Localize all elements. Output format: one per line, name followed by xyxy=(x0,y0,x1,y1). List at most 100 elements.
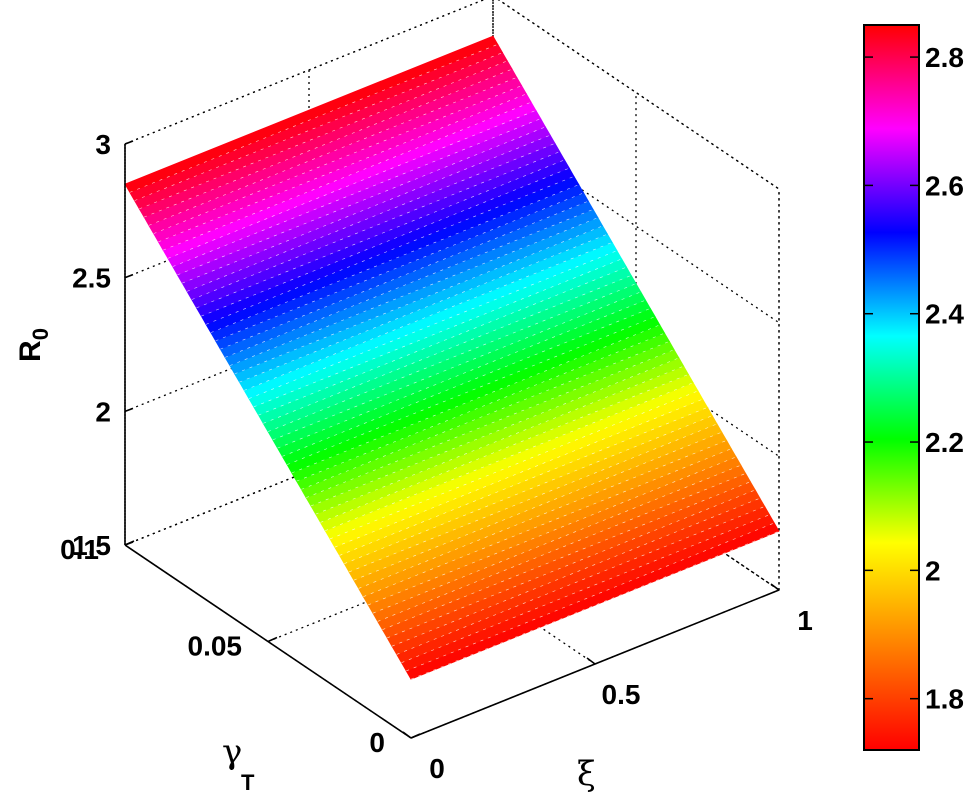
surface-mesh-line xyxy=(153,85,522,234)
surface-mesh-line xyxy=(134,52,503,201)
surface-mesh-line xyxy=(382,481,751,630)
surface-mesh-line xyxy=(172,118,541,267)
y-tick-label: 0.05 xyxy=(188,631,243,662)
colorbar: 1.8 2 2.2 2.4 2.6 2.8 xyxy=(863,24,964,751)
surface-mesh-line xyxy=(348,423,718,573)
colorbar-tick-label: 2.4 xyxy=(925,299,964,330)
colorbar-tick-label: 2.6 xyxy=(925,170,964,201)
surface-mesh-line xyxy=(205,176,575,325)
svg-text:R0: R0 xyxy=(14,328,53,362)
surface-mesh-line xyxy=(353,431,722,581)
colorbar-tick-label: 2.2 xyxy=(925,427,964,458)
colorbar-gradient xyxy=(863,24,920,751)
surface-mesh-line xyxy=(272,291,641,441)
svg-text:T: T xyxy=(241,770,255,795)
surface-mesh-line xyxy=(358,440,727,589)
surface-mesh-line xyxy=(224,209,594,358)
surface-mesh-line xyxy=(377,473,746,622)
surface-mesh-line xyxy=(239,233,608,383)
colorbar-tick-label: 2.8 xyxy=(925,42,964,73)
surface-mesh-line xyxy=(291,324,660,474)
surface-mesh-line xyxy=(143,68,513,218)
surface-mesh-line xyxy=(387,489,756,639)
z-tick-label: 2.5 xyxy=(72,263,111,294)
surface-mesh-line xyxy=(282,308,651,457)
x-tick-label: 0 xyxy=(429,753,445,784)
surface-mesh-line xyxy=(167,110,537,259)
surface-mesh-line xyxy=(329,390,699,540)
svg-text:γ: γ xyxy=(222,732,242,772)
surface-mesh-line xyxy=(339,407,708,556)
surface-mesh-line xyxy=(334,398,703,548)
surface-mesh-line xyxy=(163,101,532,251)
surface-mesh-line xyxy=(396,506,765,655)
axes xyxy=(124,140,780,739)
surface-mesh-line xyxy=(234,225,603,375)
surface-mesh-line xyxy=(248,250,618,399)
colorbar-tick-label: 1.8 xyxy=(925,684,964,715)
x-tick-mark xyxy=(586,657,596,665)
z-tick-mark xyxy=(124,140,134,145)
y-tick-label: 0 xyxy=(369,727,385,758)
z-gridline xyxy=(124,0,780,190)
surface-mesh-line xyxy=(253,258,622,408)
surface-mesh-line xyxy=(315,365,684,515)
surface-mesh-line xyxy=(286,316,656,465)
surface-mesh-line xyxy=(210,184,579,333)
surface-mesh-line xyxy=(372,464,741,614)
surface-mesh-line xyxy=(310,357,680,507)
x-axis-label: ξ xyxy=(577,754,596,794)
x-tick-label: 1 xyxy=(797,605,813,636)
y-tick-label: 0.1 xyxy=(60,534,99,565)
surface-plot xyxy=(124,35,780,680)
y-axis-label: γ T xyxy=(222,732,255,795)
svg-text:ξ: ξ xyxy=(577,754,596,794)
surface-mesh-line xyxy=(244,242,613,391)
surface-mesh-line xyxy=(139,60,508,210)
z-tick-label: 3 xyxy=(95,129,111,160)
y-tick-mark xyxy=(267,636,278,643)
surface-mesh-line xyxy=(196,159,565,309)
surface-mesh-line xyxy=(148,77,517,226)
surface-mesh-line xyxy=(220,200,589,350)
y-tick-mark xyxy=(124,540,135,546)
surface-mesh-line xyxy=(401,514,770,663)
z-tick-label: 1.5 xyxy=(72,530,111,561)
surface-mesh-line xyxy=(277,299,646,449)
surface-mesh-line xyxy=(367,456,737,606)
surface-mesh-line xyxy=(158,93,527,243)
x-tick-label: 0.5 xyxy=(602,679,641,710)
z-tick-mark xyxy=(124,273,134,279)
surface-mesh-line xyxy=(201,167,570,317)
surface-mesh-line xyxy=(129,44,498,193)
surface-mesh-line xyxy=(391,497,761,647)
tick-labels: 1.5 2 2.5 3 0 0.05 0.1 0 0.5 1 xyxy=(60,129,813,784)
surface-mesh-line xyxy=(186,143,556,292)
surface-mesh-line xyxy=(182,134,551,284)
z-tick-label: 2 xyxy=(95,396,111,427)
colorbar-ticks: 1.8 2 2.2 2.4 2.6 2.8 xyxy=(864,42,964,715)
surface-mesh-line xyxy=(258,266,627,416)
surface-mesh-line xyxy=(263,275,632,424)
surface-mesh-line xyxy=(267,283,637,432)
surface-mesh-line xyxy=(177,126,546,276)
x-tick-mark xyxy=(770,583,780,591)
surface-mesh-line xyxy=(363,448,732,597)
surface-mesh-line xyxy=(215,192,584,342)
surface-mesh-line xyxy=(191,151,560,300)
surface-mesh-line xyxy=(325,382,694,531)
z-tick-mark xyxy=(124,407,134,413)
surface-mesh-line xyxy=(406,522,775,672)
colorbar-tick-label: 2 xyxy=(925,555,941,586)
surface-mesh-line xyxy=(301,341,670,490)
x-tick-mark xyxy=(402,731,412,739)
surface-mesh-line xyxy=(229,217,598,366)
y-tick-mark xyxy=(410,733,421,739)
z-axis-label: R0 xyxy=(14,328,53,362)
surface-mesh-line xyxy=(296,332,665,482)
surface-mesh-line xyxy=(306,349,675,498)
surface-mesh-line xyxy=(344,415,713,564)
surface-mesh-line xyxy=(410,530,780,680)
surface-mesh-line xyxy=(320,374,689,523)
